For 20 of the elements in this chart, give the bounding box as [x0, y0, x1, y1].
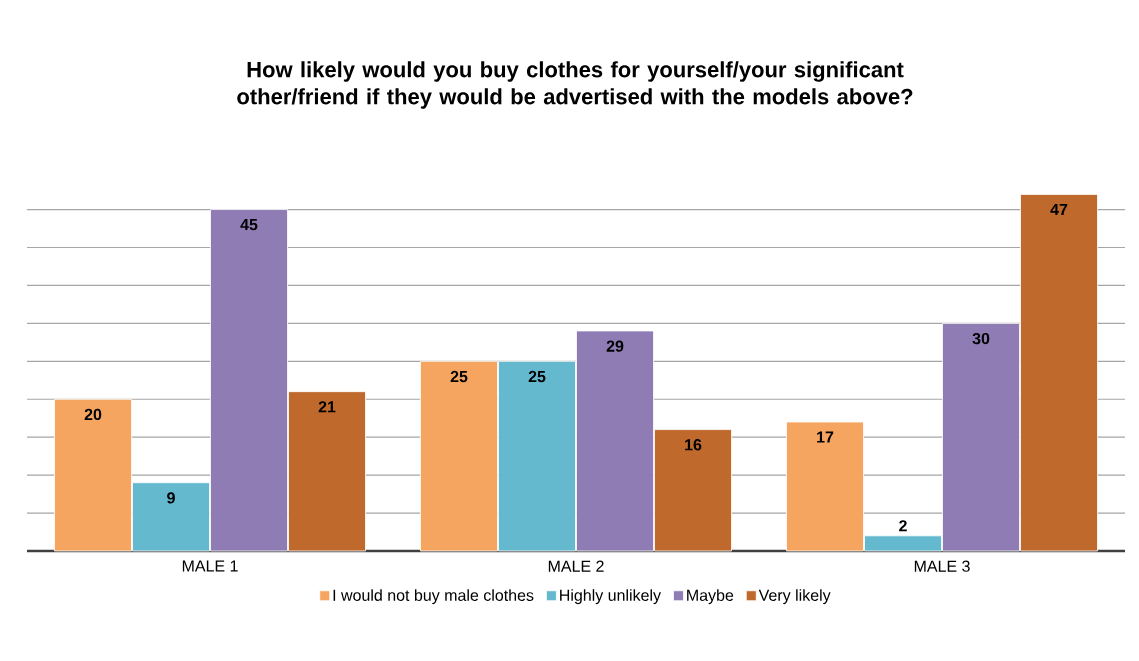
data-label: 16	[685, 439, 702, 451]
x-tick-label: MALE 2	[548, 560, 604, 572]
data-label: 20	[84, 408, 102, 421]
chart-title: How likely would you buy clothes for yourself/your significant other/friend if they would be advertised with the models above?	[237, 61, 913, 109]
x-tick-label: MALE 3	[914, 560, 970, 572]
data-label: 30	[972, 332, 990, 345]
data-label: 2	[899, 520, 907, 532]
legend-label: Very likely	[758, 589, 831, 605]
x-tick-label: MALE 1	[182, 560, 238, 572]
data-label: 9	[167, 492, 175, 504]
data-label: 47	[1050, 203, 1068, 215]
data-label: 45	[240, 219, 258, 231]
data-label: 29	[606, 340, 624, 352]
legend-label: Maybe	[687, 589, 734, 605]
data-label: 25	[528, 370, 546, 383]
data-label: 17	[817, 431, 834, 443]
legend-label: I would not buy male clothes	[333, 589, 534, 605]
legend-label: Highly unlikely	[560, 589, 661, 605]
data-label: 21	[318, 401, 336, 413]
data-label: 25	[450, 370, 468, 383]
